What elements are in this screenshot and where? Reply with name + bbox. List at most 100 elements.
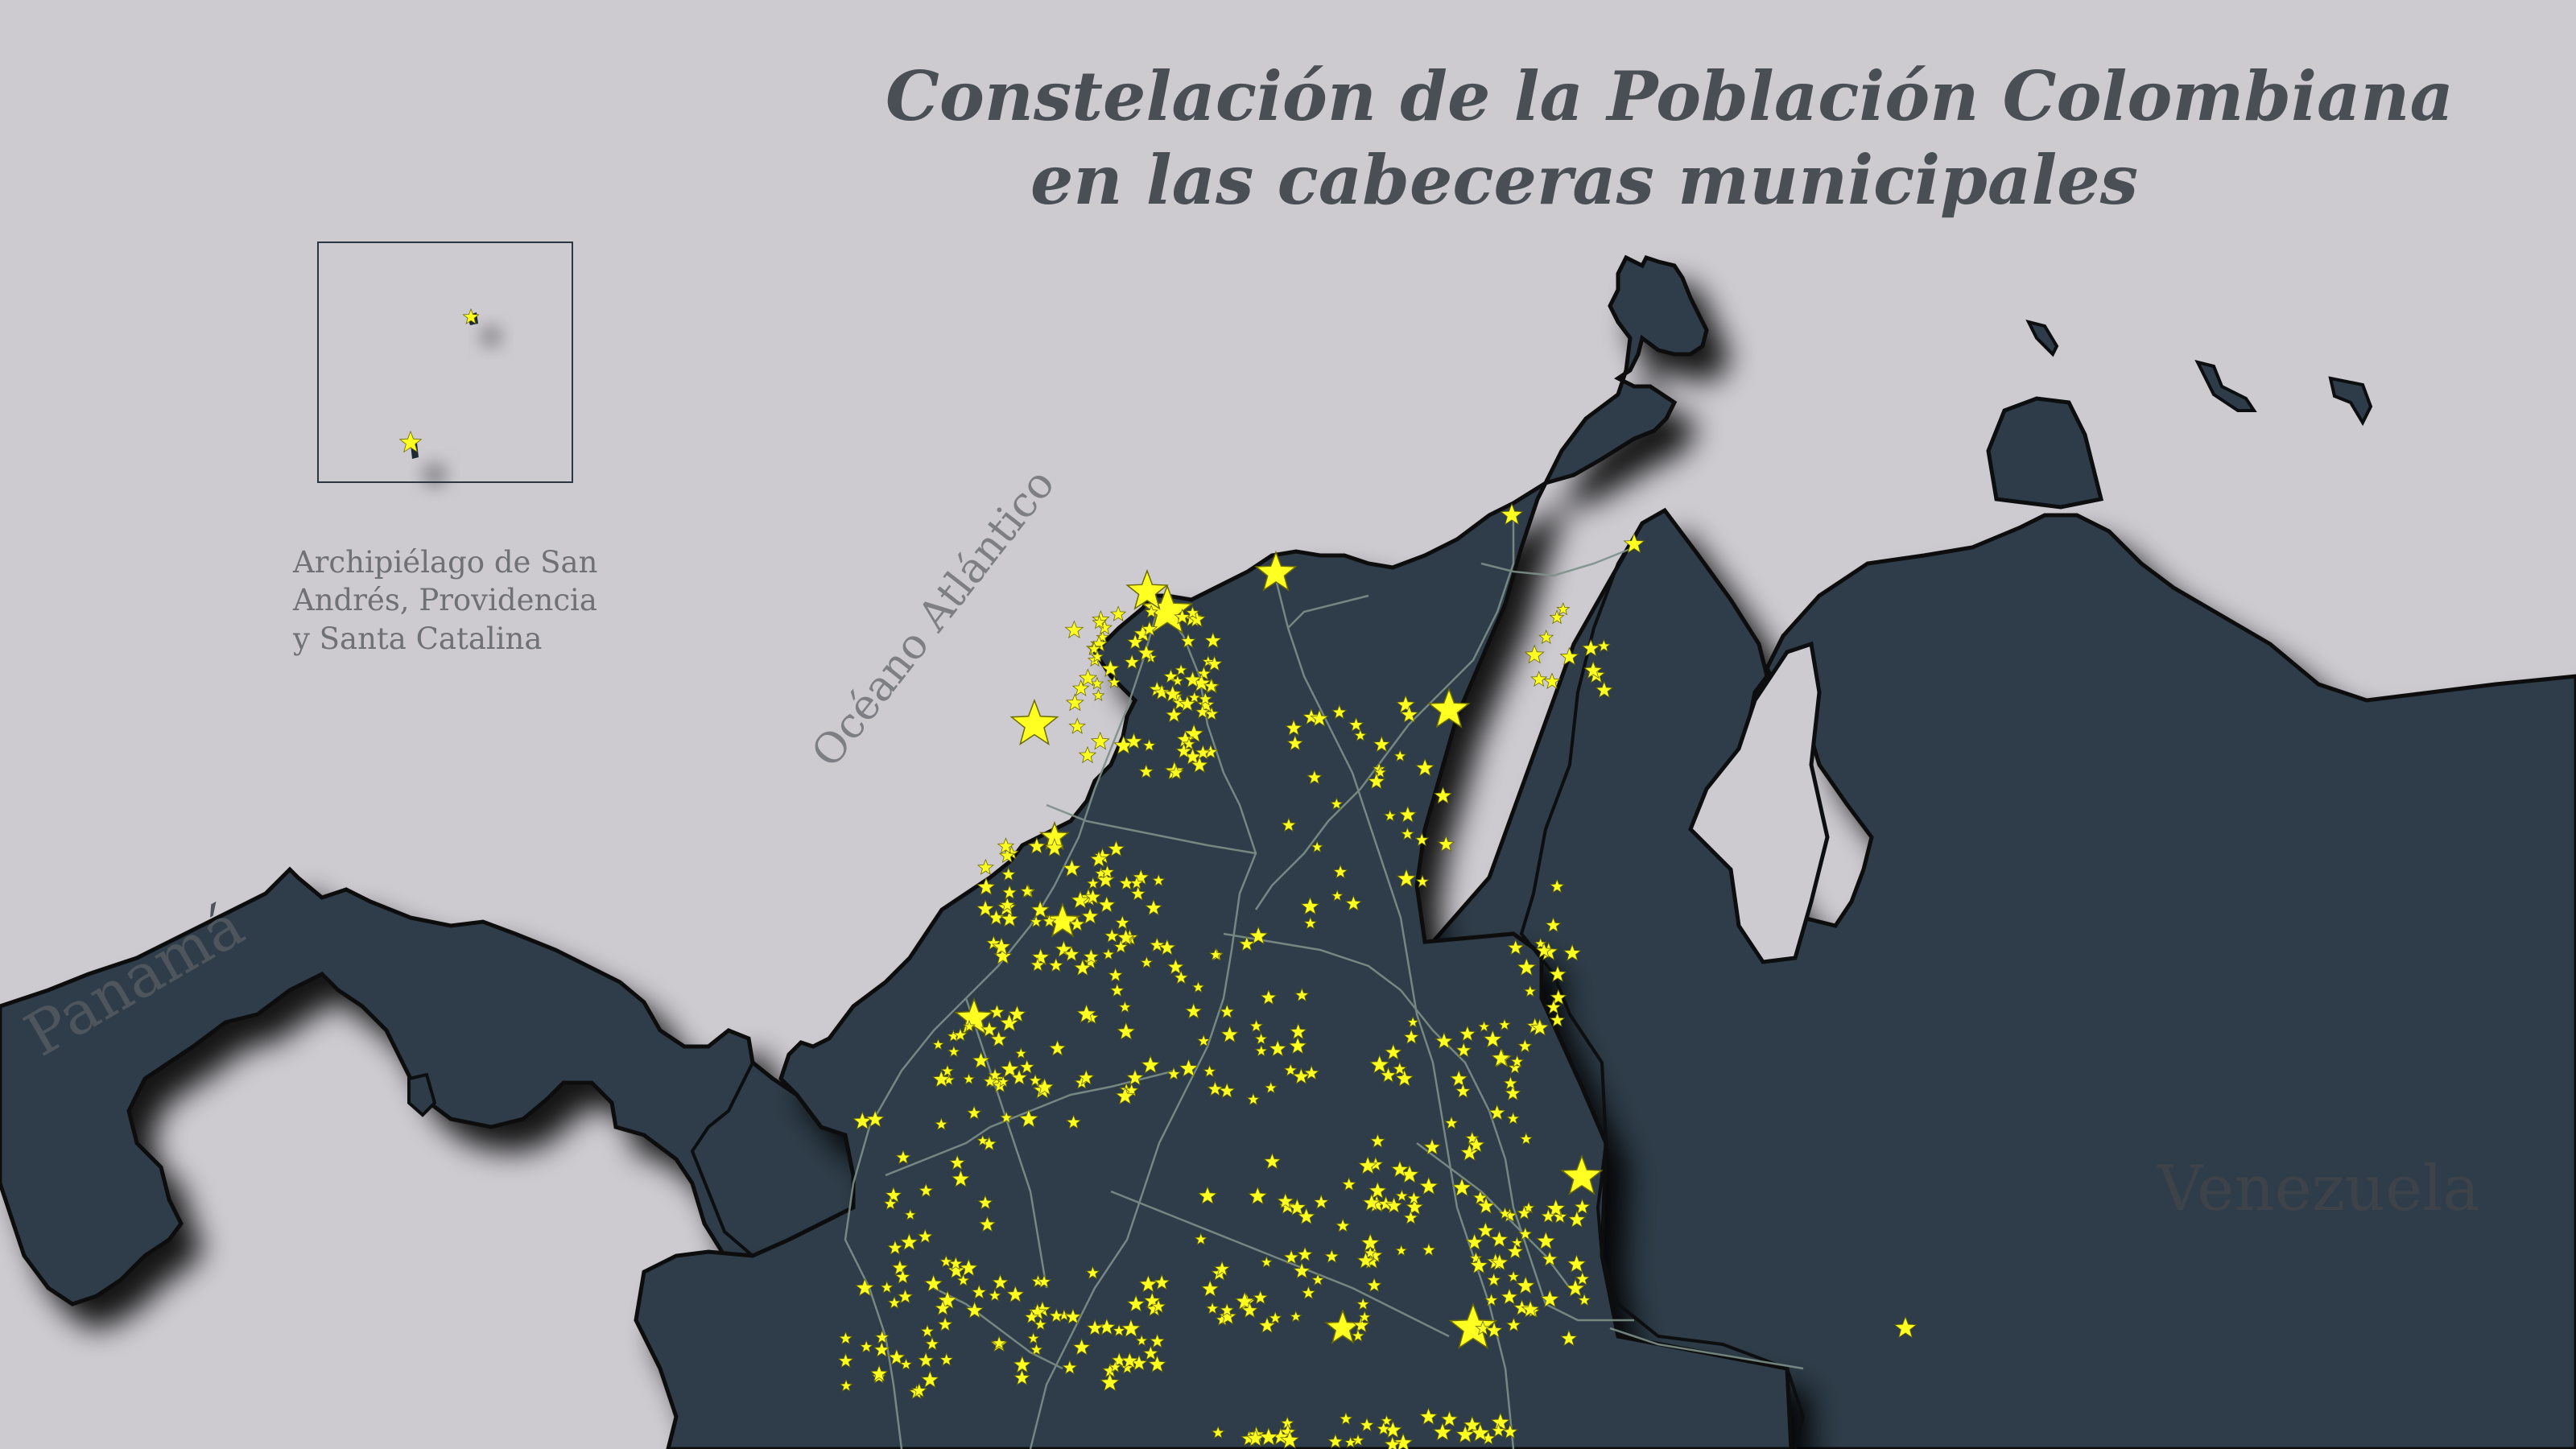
city-star bbox=[1008, 1005, 1026, 1022]
city-star bbox=[880, 1280, 894, 1294]
city-star bbox=[1534, 937, 1547, 950]
city-star bbox=[1198, 691, 1213, 706]
city-star bbox=[917, 1228, 933, 1244]
city-star bbox=[910, 1382, 927, 1398]
city-star bbox=[1138, 763, 1154, 779]
city-star bbox=[1332, 864, 1348, 879]
city-star bbox=[989, 1003, 1005, 1020]
map-title-line-2: en las cabeceras municipales bbox=[1030, 140, 2138, 220]
city-star bbox=[1253, 1290, 1269, 1305]
city-star bbox=[1500, 1287, 1518, 1305]
city-star bbox=[1405, 1197, 1424, 1216]
city-star bbox=[1144, 605, 1158, 618]
city-star-large bbox=[1254, 550, 1298, 592]
city-star bbox=[1311, 1273, 1325, 1286]
city-star bbox=[1083, 947, 1100, 964]
city-star bbox=[998, 847, 1016, 864]
city-star bbox=[1469, 1251, 1483, 1265]
city-star bbox=[1175, 742, 1192, 759]
city-star bbox=[1310, 708, 1329, 727]
city-star bbox=[1263, 1152, 1282, 1170]
city-star bbox=[1574, 1198, 1591, 1215]
city-star bbox=[1469, 1256, 1488, 1274]
city-star bbox=[1396, 868, 1417, 888]
city-star bbox=[1451, 1177, 1472, 1197]
city-star bbox=[1559, 646, 1579, 666]
city-star bbox=[1504, 1084, 1521, 1101]
city-star bbox=[1476, 1196, 1496, 1215]
city-star bbox=[1054, 939, 1073, 958]
city-star bbox=[899, 1232, 919, 1251]
city-star bbox=[1313, 1194, 1330, 1210]
city-star bbox=[1197, 1186, 1218, 1205]
city-star bbox=[1184, 1002, 1203, 1019]
city-star bbox=[1507, 939, 1525, 956]
city-star bbox=[948, 1256, 964, 1270]
city-star bbox=[1363, 1245, 1377, 1259]
city-star bbox=[983, 1074, 997, 1088]
city-star bbox=[1524, 644, 1545, 664]
city-star bbox=[1137, 643, 1156, 661]
city-star bbox=[869, 1364, 889, 1382]
city-star bbox=[1112, 1323, 1126, 1337]
city-star bbox=[1153, 1274, 1170, 1290]
city-star bbox=[1362, 1193, 1381, 1212]
city-star bbox=[1510, 1236, 1524, 1249]
city-star bbox=[1369, 1054, 1390, 1074]
city-star bbox=[1080, 906, 1100, 925]
city-star bbox=[1013, 1368, 1031, 1385]
city-star bbox=[1459, 1142, 1480, 1162]
city-star bbox=[1281, 817, 1297, 832]
city-star bbox=[1348, 716, 1364, 732]
city-star bbox=[1179, 695, 1196, 712]
city-star bbox=[1180, 633, 1196, 649]
city-star bbox=[1490, 1229, 1509, 1248]
city-star bbox=[1182, 737, 1196, 750]
city-star bbox=[1294, 987, 1310, 1002]
city-star bbox=[838, 1331, 853, 1345]
city-star bbox=[1078, 745, 1097, 764]
city-star bbox=[988, 1288, 1002, 1302]
city-star bbox=[1031, 947, 1051, 966]
city-star bbox=[1506, 1269, 1521, 1283]
city-star bbox=[1341, 1176, 1356, 1191]
city-star bbox=[1241, 1301, 1259, 1319]
city-star bbox=[1268, 1039, 1287, 1057]
city-star bbox=[1465, 1232, 1484, 1251]
city-star bbox=[1596, 638, 1612, 653]
city-star bbox=[1415, 758, 1435, 777]
city-star bbox=[1287, 1198, 1307, 1216]
city-star bbox=[1174, 663, 1188, 676]
city-star bbox=[1129, 876, 1144, 890]
city-star bbox=[1121, 1352, 1139, 1369]
city-star bbox=[1044, 837, 1065, 857]
city-star bbox=[1268, 1311, 1282, 1324]
aruba-island bbox=[2025, 320, 2059, 357]
city-star bbox=[1246, 1092, 1261, 1106]
city-star bbox=[1124, 654, 1141, 670]
city-star bbox=[1324, 1249, 1340, 1264]
city-star bbox=[988, 1067, 1003, 1082]
city-star bbox=[1548, 964, 1567, 983]
city-star bbox=[1356, 1251, 1375, 1269]
city-star bbox=[1536, 1231, 1556, 1250]
city-star bbox=[992, 1274, 1009, 1290]
city-star bbox=[1331, 889, 1344, 902]
population-stars bbox=[398, 308, 1918, 1449]
city-star bbox=[1543, 672, 1561, 690]
city-star bbox=[1096, 870, 1116, 889]
city-star bbox=[1498, 1206, 1512, 1220]
city-star bbox=[1550, 989, 1567, 1005]
city-star bbox=[897, 1288, 914, 1304]
city-star bbox=[972, 1051, 990, 1069]
city-star bbox=[1048, 957, 1064, 972]
city-star bbox=[1581, 638, 1600, 657]
city-star bbox=[1403, 1028, 1420, 1045]
city-star bbox=[1476, 1221, 1495, 1239]
city-star bbox=[1455, 1083, 1472, 1099]
city-star bbox=[952, 1027, 968, 1042]
city-star bbox=[1383, 809, 1397, 822]
city-star bbox=[1092, 614, 1107, 630]
city-star bbox=[1207, 1080, 1224, 1096]
map-title-line-1: Constelación de la Población Colombiana bbox=[886, 56, 2454, 136]
